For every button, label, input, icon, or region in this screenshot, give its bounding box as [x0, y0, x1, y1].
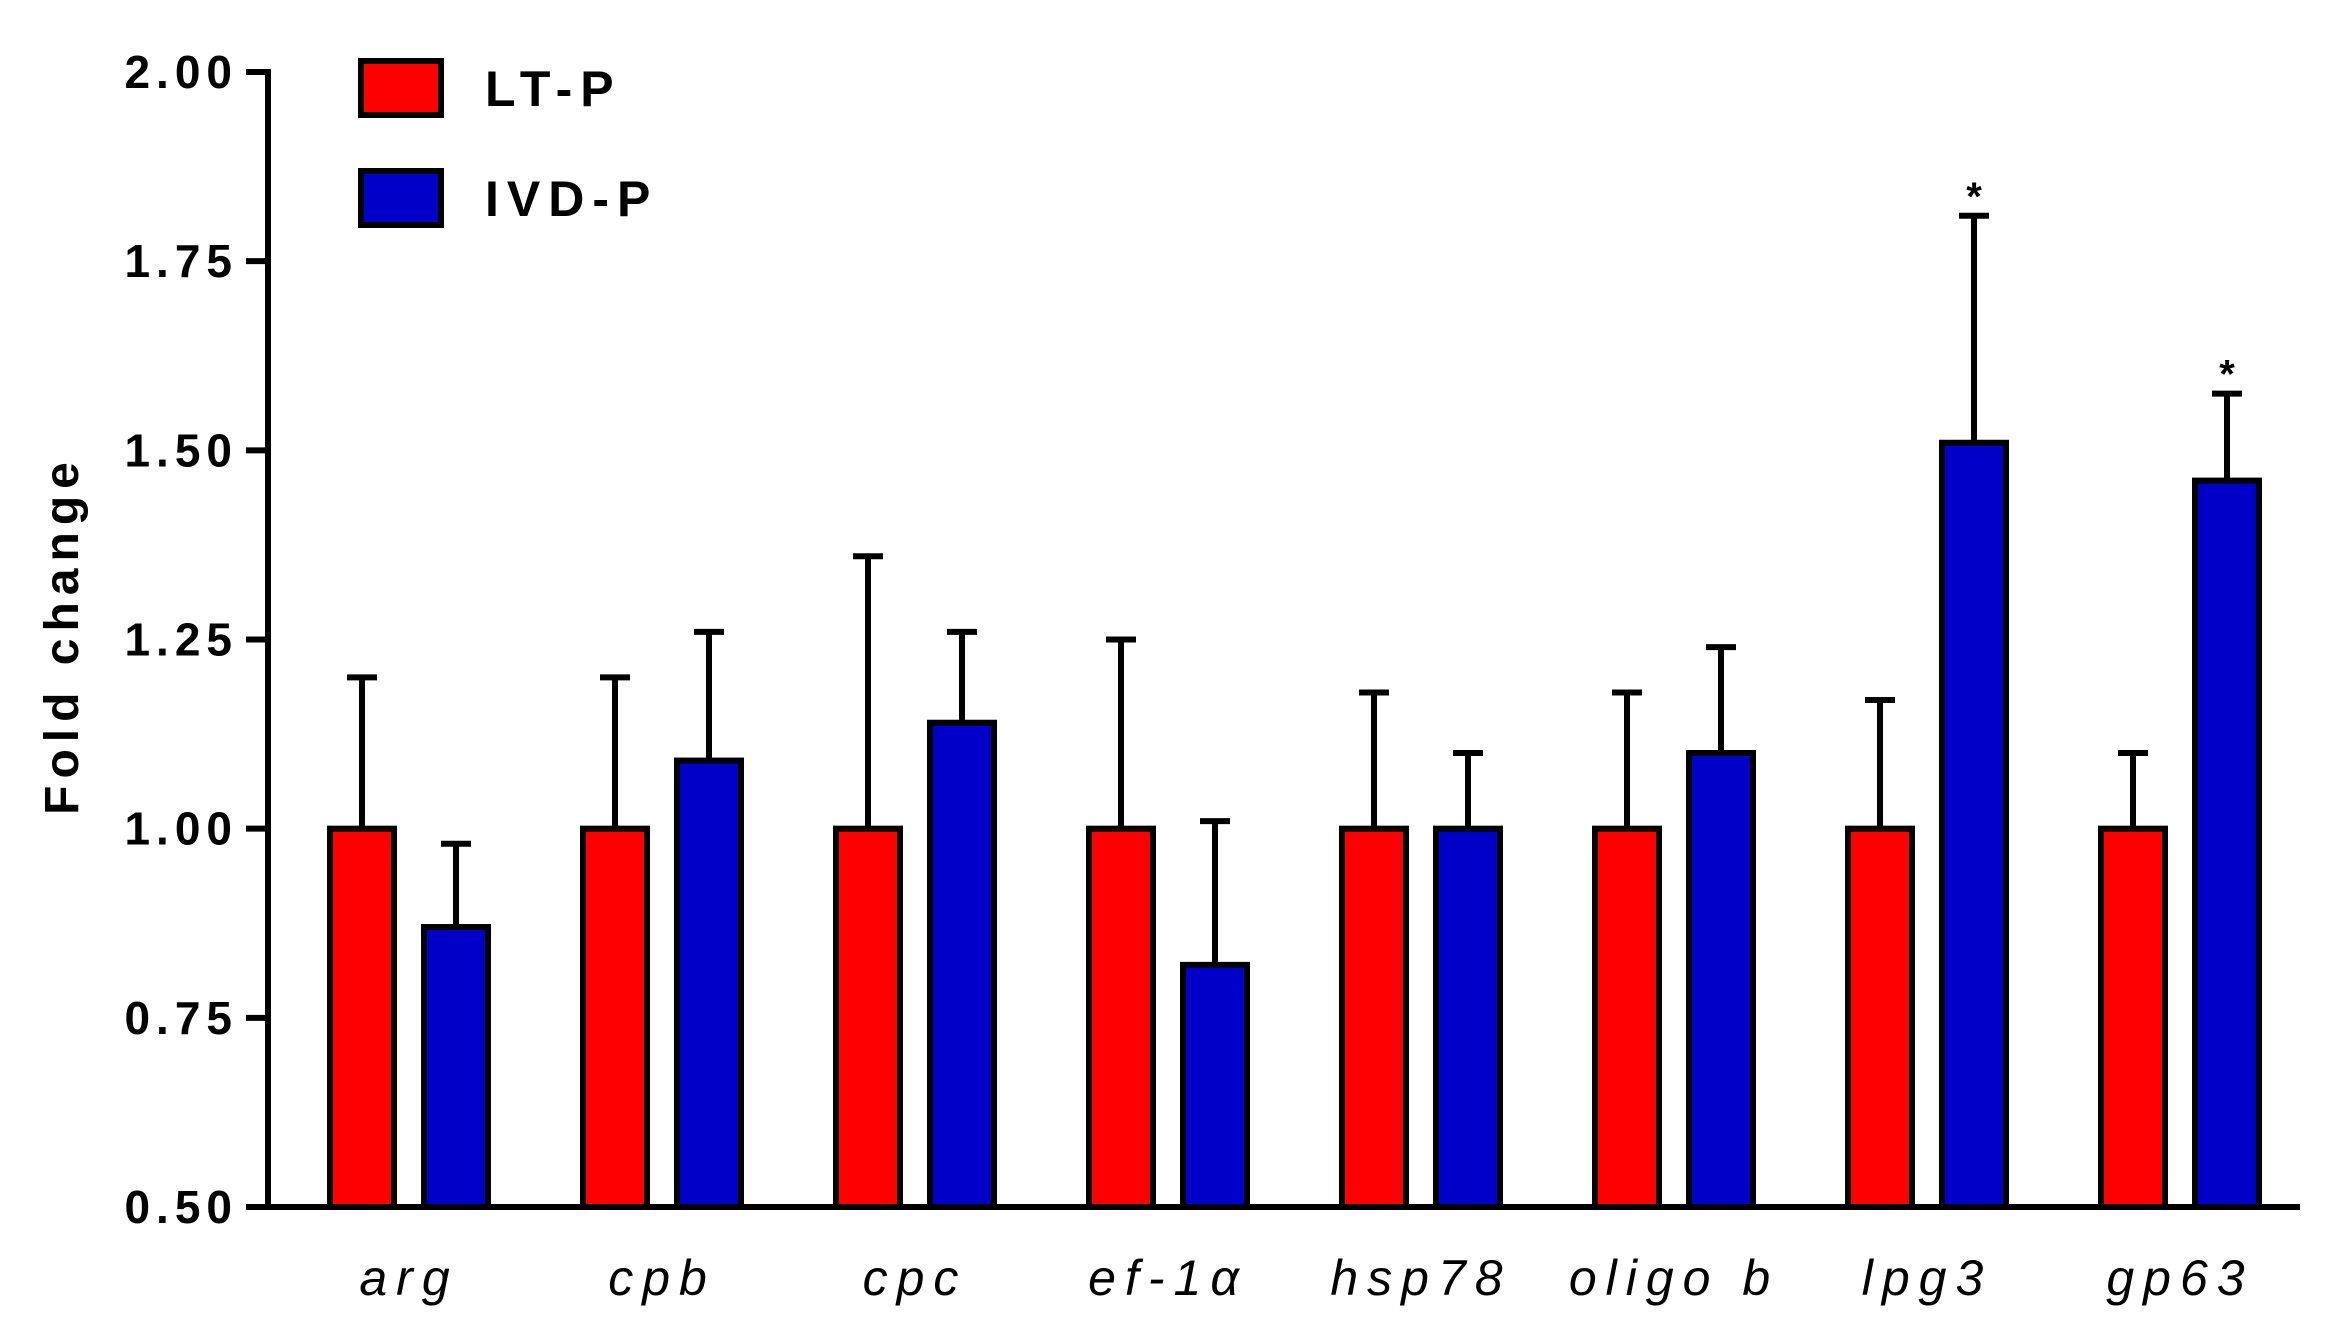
bar-ivd-p-3 — [1180, 961, 1250, 1210]
legend-swatch-lt-p — [358, 58, 444, 118]
bar-ivd-p-0 — [421, 924, 491, 1210]
bar-ivd-p-6 — [1939, 439, 2009, 1210]
significance-marker-7: * — [2219, 353, 2235, 397]
bar-ivd-p-2 — [927, 719, 997, 1210]
x-tick-label-4: hsp78 — [1330, 1250, 1511, 1306]
bar-lt-p-4 — [1339, 825, 1409, 1211]
bar-ivd-p-1 — [674, 757, 744, 1210]
legend-label-ivd-p: IVD-P — [485, 171, 658, 227]
bar-ivd-p-7 — [2192, 477, 2262, 1211]
y-tick-label-1: 0.75 — [124, 992, 238, 1044]
legend: LT-P IVD-P — [358, 58, 658, 228]
legend-swatch-ivd-p — [358, 168, 444, 228]
significance-marker-6: * — [1966, 175, 1982, 219]
x-tick-label-1: cpb — [608, 1250, 716, 1306]
x-tick-label-6: lpg3 — [1862, 1250, 1993, 1306]
bar-ivd-p-4 — [1433, 825, 1503, 1211]
bar-lt-p-7 — [2098, 825, 2168, 1211]
x-tick-label-7: gp63 — [2106, 1250, 2253, 1306]
y-tick-label-0: 0.50 — [124, 1181, 238, 1233]
y-axis-title: Fold change — [36, 455, 89, 815]
legend-label-lt-p: LT-P — [485, 61, 622, 117]
bar-lt-p-1 — [580, 825, 650, 1211]
bar-lt-p-2 — [833, 825, 903, 1211]
bar-ivd-p-5 — [1686, 750, 1756, 1210]
y-tick-label-5: 1.75 — [124, 235, 238, 287]
x-tick-label-0: arg — [359, 1250, 458, 1306]
x-tick-label-5: oligo b — [1569, 1250, 1779, 1306]
bar-lt-p-0 — [327, 825, 397, 1211]
bar-lt-p-6 — [1845, 825, 1915, 1211]
y-tick-label-4: 1.50 — [124, 424, 238, 476]
x-tick-label-3: ef-1α — [1088, 1250, 1248, 1306]
bars-layer — [327, 439, 2262, 1211]
error-bars-layer — [347, 212, 2242, 965]
bar-lt-p-5 — [1592, 825, 1662, 1211]
annotations-layer: ** — [1966, 175, 2235, 397]
y-tick-label-2: 1.00 — [124, 803, 238, 855]
axes-layer: arg cpb cpc ef-1α hsp78 oligo b lpg3 gp63 0.50 0.… — [124, 46, 2300, 1306]
bar-lt-p-3 — [1086, 825, 1156, 1211]
y-tick-label-6: 2.00 — [124, 46, 238, 98]
y-tick-label-3: 1.25 — [124, 614, 238, 666]
x-tick-label-2: cpc — [863, 1250, 968, 1306]
